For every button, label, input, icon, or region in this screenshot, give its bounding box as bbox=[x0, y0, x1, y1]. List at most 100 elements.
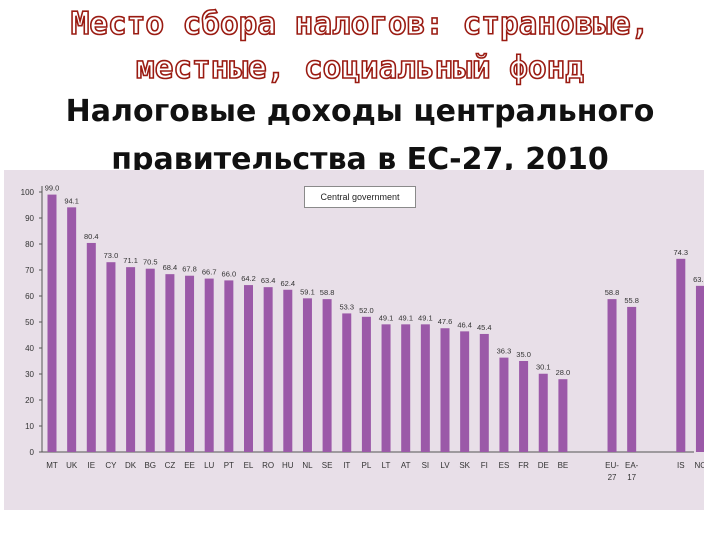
bar-value-label: 47.6 bbox=[438, 317, 453, 326]
x-category-label: LT bbox=[382, 461, 391, 470]
bar-value-label: 63.9 bbox=[693, 275, 704, 284]
x-category-label: AT bbox=[401, 461, 411, 470]
bar-value-label: 49.1 bbox=[398, 313, 413, 322]
x-category-label: IS bbox=[677, 461, 685, 470]
x-category-label: 27 bbox=[608, 473, 617, 482]
bar bbox=[47, 194, 57, 452]
x-category-label: UK bbox=[66, 461, 78, 470]
chart-heading-line-1: Налоговые доходы центрального bbox=[65, 94, 655, 129]
bar-value-label: 63.4 bbox=[261, 276, 276, 285]
x-category-label: BG bbox=[144, 461, 156, 470]
chart-plot: 0 10 20 30 40 50 60 70 80 90 100 99.0 MT 94.1 UK 80.4 IE… bbox=[21, 184, 704, 482]
bar-value-label: 68.4 bbox=[163, 263, 178, 272]
bar-value-label: 71.1 bbox=[123, 256, 138, 265]
bar-value-label: 64.2 bbox=[241, 274, 256, 283]
bar bbox=[558, 379, 568, 452]
x-category-label: MT bbox=[46, 461, 58, 470]
bar-value-label: 35.0 bbox=[516, 350, 531, 359]
bar-value-label: 70.5 bbox=[143, 258, 158, 267]
bar bbox=[695, 285, 704, 452]
x-category-label: LU bbox=[204, 461, 214, 470]
bar-value-label: 58.8 bbox=[320, 288, 335, 297]
bar bbox=[302, 298, 312, 452]
bar bbox=[244, 285, 253, 452]
bar-value-label: 49.1 bbox=[379, 313, 394, 322]
bar-value-label: 73.0 bbox=[104, 251, 119, 260]
bar-value-label: 55.8 bbox=[624, 296, 639, 305]
bar-value-label: 46.4 bbox=[457, 320, 472, 329]
y-tick-label: 90 bbox=[25, 214, 34, 223]
bar bbox=[165, 274, 175, 452]
bar bbox=[204, 278, 214, 452]
x-category-label: BE bbox=[558, 461, 569, 470]
y-tick-label: 10 bbox=[25, 422, 34, 431]
bar-value-label: 62.4 bbox=[280, 279, 295, 288]
bar-value-label: 67.8 bbox=[182, 265, 197, 274]
x-category-label: RO bbox=[262, 461, 274, 470]
bar bbox=[86, 242, 96, 452]
bar-chart: 0 10 20 30 40 50 60 70 80 90 100 99.0 MT 94.1 UK 80.4 IE… bbox=[4, 170, 704, 510]
x-category-label: FI bbox=[481, 461, 488, 470]
bar bbox=[627, 306, 637, 452]
bar bbox=[322, 299, 332, 452]
y-tick-label: 20 bbox=[25, 396, 34, 405]
chart-legend: Central government bbox=[304, 186, 416, 208]
bar bbox=[263, 287, 273, 452]
x-category-label: EU- bbox=[605, 461, 619, 470]
x-category-label: 17 bbox=[627, 473, 636, 482]
x-category-label: IE bbox=[88, 461, 96, 470]
bar-value-label: 49.1 bbox=[418, 313, 433, 322]
bar-value-label: 74.3 bbox=[673, 248, 688, 257]
x-category-label: LV bbox=[440, 461, 450, 470]
bar bbox=[607, 299, 617, 452]
bar bbox=[224, 280, 234, 452]
bar bbox=[185, 275, 195, 452]
bar bbox=[420, 324, 430, 452]
bar bbox=[499, 357, 509, 452]
bar bbox=[460, 331, 470, 452]
x-category-label: EE bbox=[184, 461, 195, 470]
slide-title-line-2: местные, социальный фонд bbox=[135, 49, 585, 87]
bar-value-label: 66.0 bbox=[222, 269, 237, 278]
x-category-label: SI bbox=[422, 461, 430, 470]
x-category-label: ES bbox=[499, 461, 510, 470]
x-category-label: CY bbox=[105, 461, 117, 470]
x-category-label: EL bbox=[244, 461, 254, 470]
y-tick-label: 40 bbox=[25, 344, 34, 353]
y-tick-label: 50 bbox=[25, 318, 34, 327]
x-category-label: IT bbox=[343, 461, 350, 470]
bar-value-label: 28.0 bbox=[556, 368, 571, 377]
bar bbox=[676, 258, 686, 452]
y-tick-label: 70 bbox=[25, 266, 34, 275]
bar-value-label: 53.3 bbox=[339, 302, 354, 311]
y-tick-label: 100 bbox=[21, 188, 35, 197]
bar-value-label: 36.3 bbox=[497, 347, 512, 356]
bar-value-label: 59.1 bbox=[300, 287, 315, 296]
slide-title-line-1: Место сбора налогов: страновые, bbox=[70, 5, 650, 43]
bar bbox=[538, 373, 548, 452]
x-category-label: DE bbox=[538, 461, 549, 470]
bar bbox=[145, 268, 155, 452]
x-category-label: PL bbox=[362, 461, 372, 470]
bar-value-label: 94.1 bbox=[64, 196, 79, 205]
bar-value-label: 52.0 bbox=[359, 306, 374, 315]
x-category-label: SE bbox=[322, 461, 333, 470]
bar bbox=[106, 262, 116, 452]
bar-value-label: 45.4 bbox=[477, 323, 492, 332]
bar bbox=[67, 207, 77, 452]
bar bbox=[361, 316, 371, 452]
x-category-label: EA- bbox=[625, 461, 639, 470]
bar-value-label: 30.1 bbox=[536, 363, 551, 372]
x-category-label: NL bbox=[302, 461, 313, 470]
x-category-label: NO bbox=[694, 461, 704, 470]
x-category-label: DK bbox=[125, 461, 137, 470]
bar bbox=[126, 267, 136, 452]
x-category-label: CZ bbox=[165, 461, 176, 470]
y-tick-label: 60 bbox=[25, 292, 34, 301]
y-tick-label: 0 bbox=[30, 448, 35, 457]
bar bbox=[440, 328, 450, 452]
bar bbox=[283, 289, 293, 452]
bar bbox=[519, 361, 529, 452]
bar-value-label: 58.8 bbox=[605, 288, 620, 297]
bar bbox=[342, 313, 352, 452]
